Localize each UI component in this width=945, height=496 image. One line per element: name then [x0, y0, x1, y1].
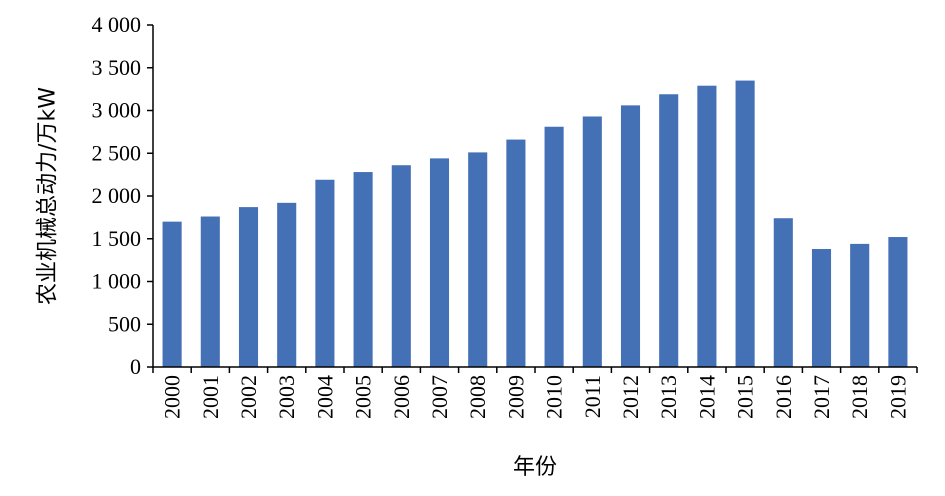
x-tick-label: 2010	[542, 375, 567, 419]
bar-2017	[811, 249, 832, 367]
y-tick-label: 1 000	[92, 269, 142, 294]
bar-2014	[697, 85, 717, 367]
bar-2006	[391, 165, 411, 367]
bar-2003	[277, 202, 297, 367]
bar-2013	[659, 94, 679, 367]
x-tick-label: 2015	[733, 375, 758, 419]
x-tick-label: 2003	[274, 375, 299, 419]
y-tick-label: 3 500	[92, 55, 142, 80]
bar-2011	[582, 116, 602, 367]
x-tick-label: 2014	[694, 375, 719, 419]
y-tick-label: 0	[130, 354, 141, 379]
x-tick-label: 2001	[198, 375, 223, 419]
bar-2012	[620, 105, 641, 368]
x-tick-label: 2019	[885, 375, 910, 419]
bar-2019	[888, 237, 908, 367]
bar-2016	[773, 218, 793, 367]
y-tick-label: 2 000	[92, 183, 142, 208]
bars-group	[162, 80, 908, 368]
y-tick-label: 2 500	[92, 140, 142, 165]
bar-2004	[315, 179, 335, 367]
x-tick-label: 2008	[465, 375, 490, 419]
x-tick-label: 2017	[809, 375, 834, 419]
x-tick-label: 2016	[771, 375, 796, 419]
bar-2008	[468, 152, 488, 367]
bar-2018	[850, 243, 870, 367]
x-tick-label: 2012	[618, 375, 643, 419]
y-tick-label: 1 500	[92, 226, 142, 251]
bar-2007	[429, 158, 450, 367]
x-axis-ticks: 2000 2001 2002 2003 2004 2005 2006 2007 2008 2009…	[152, 367, 918, 419]
y-axis-title: 农业机械总动力/万kW	[36, 87, 61, 305]
bar-2002	[238, 207, 259, 367]
x-tick-label: 2006	[389, 375, 414, 419]
x-tick-label: 2000	[160, 375, 185, 419]
bar-2001	[200, 216, 220, 367]
bar-2015	[735, 80, 755, 367]
x-tick-label: 2007	[427, 375, 452, 419]
bar-2009	[506, 139, 526, 367]
x-tick-label: 2011	[580, 375, 605, 418]
x-tick-label: 2013	[656, 375, 681, 419]
x-tick-label: 2005	[351, 375, 376, 419]
bar-2010	[544, 126, 564, 368]
bar-2005	[353, 172, 373, 367]
y-axis-ticks: 0 500 1 000 1 500 2 000 2 500 3 000 3 500 4 000	[92, 12, 153, 379]
x-tick-label: 2018	[847, 375, 872, 419]
x-axis-title: 年份	[513, 455, 557, 480]
bar-2000	[162, 221, 182, 367]
x-tick-label: 2004	[312, 375, 337, 419]
y-tick-label: 500	[108, 311, 141, 336]
x-tick-label: 2002	[236, 375, 261, 419]
y-tick-label: 4 000	[92, 12, 142, 37]
x-tick-label: 2009	[503, 375, 528, 419]
y-tick-label: 3 000	[92, 98, 142, 123]
